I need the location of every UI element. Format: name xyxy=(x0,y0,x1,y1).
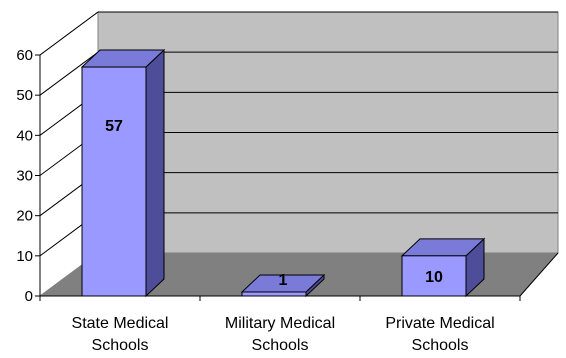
y-tick-label: 10 xyxy=(16,248,33,265)
bar-front xyxy=(401,255,467,297)
bar-front xyxy=(81,66,147,297)
x-category-label: Military Medical Schools xyxy=(225,315,335,354)
data-labels: 57 1 10 xyxy=(105,118,443,289)
gridline-side xyxy=(39,11,99,56)
data-label: 1 xyxy=(279,272,288,289)
gridline-side xyxy=(39,51,99,96)
bars xyxy=(80,48,486,298)
bar xyxy=(400,237,486,298)
floor-edge xyxy=(519,252,559,297)
bar-front xyxy=(241,291,307,297)
y-tick-label: 0 xyxy=(25,288,33,305)
x-category-label: State Medical Schools xyxy=(72,315,169,354)
y-tick-label: 60 xyxy=(16,47,33,64)
bar-side xyxy=(145,48,165,298)
y-tick-label: 30 xyxy=(16,168,33,185)
data-label: 10 xyxy=(425,269,443,286)
y-tick-label: 40 xyxy=(16,127,33,144)
bar xyxy=(80,48,166,298)
y-axis: 0 10 20 30 40 50 60 xyxy=(16,47,41,305)
bar xyxy=(240,273,326,298)
data-label: 57 xyxy=(105,118,123,135)
x-axis: State Medical Schools Military Medical Scho… xyxy=(39,252,559,354)
x-category-label: Private Medical Schools xyxy=(385,315,494,354)
y-tick-label: 50 xyxy=(16,87,33,104)
y-tick-label: 20 xyxy=(16,208,33,225)
